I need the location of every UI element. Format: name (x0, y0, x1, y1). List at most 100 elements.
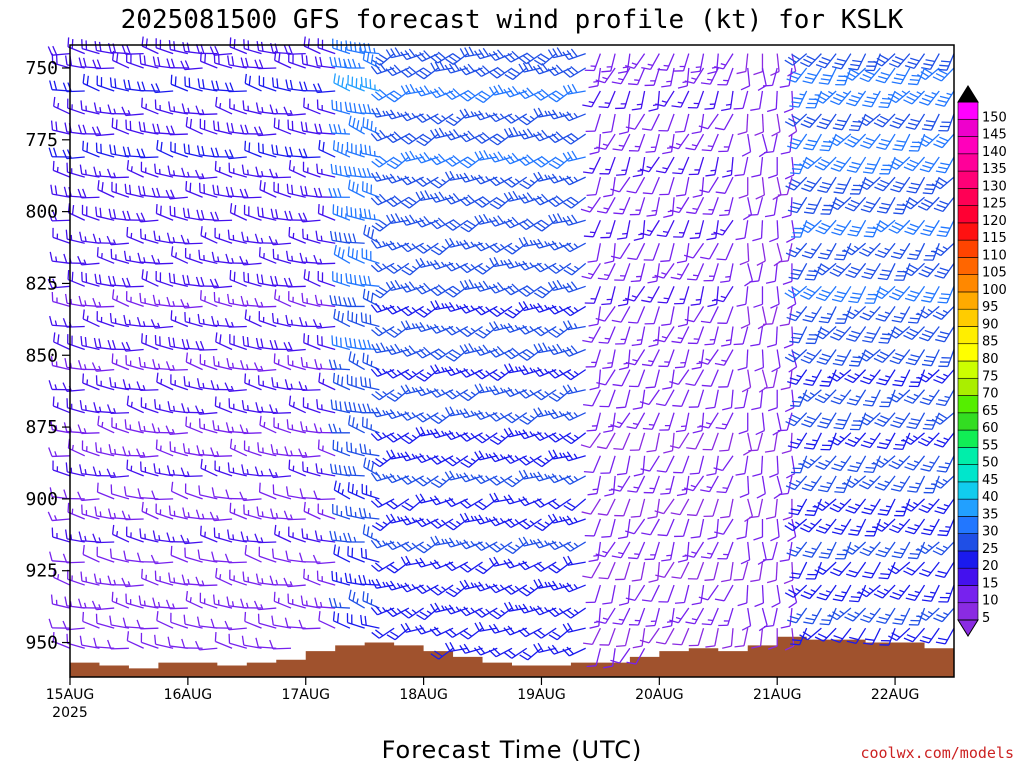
barb-staff (695, 263, 705, 281)
barb-half-flag (884, 247, 890, 251)
barb-flag (660, 260, 670, 263)
barb-flag (385, 281, 392, 291)
barb-flag (459, 161, 469, 169)
barb-flag (352, 297, 357, 307)
barb-half-flag (485, 328, 491, 333)
barb-flag (199, 290, 202, 300)
wind-barb (642, 412, 660, 430)
barb-half-flag (173, 106, 176, 112)
wind-barb (77, 255, 100, 266)
barb-flag (921, 97, 932, 103)
barb-half-flag (291, 255, 294, 262)
barb-flag (820, 91, 830, 98)
barb-staff (96, 49, 115, 55)
barb-flag (779, 85, 790, 88)
wind-barb (211, 315, 233, 328)
barb-half-flag (172, 300, 175, 307)
wind-barb (719, 197, 734, 217)
barb-flag (386, 214, 392, 224)
barb-flag (97, 180, 100, 190)
barb-half-flag (854, 373, 860, 377)
barb-flag (910, 290, 920, 295)
wind-barb (875, 67, 896, 84)
wind-barb (721, 326, 734, 347)
barb-flag (785, 252, 796, 258)
barb-half-flag (529, 431, 534, 437)
barb-flag (492, 69, 502, 77)
barb-staff (693, 306, 705, 323)
barb-half-flag (305, 257, 308, 263)
barb-flag (907, 83, 918, 86)
barb-flag (641, 299, 651, 303)
barb-flag (256, 273, 260, 284)
wind-barb (734, 389, 749, 410)
barb-flag (353, 402, 357, 412)
wind-barb (110, 248, 130, 264)
wind-barb (474, 383, 498, 394)
barb-staff (184, 67, 203, 71)
wind-barb (889, 113, 911, 129)
barb-flag (627, 257, 637, 261)
wind-barb (615, 90, 631, 110)
barb-flag (780, 386, 791, 391)
wind-barb (863, 219, 881, 238)
barb-flag (333, 308, 336, 319)
wind-barb (199, 118, 218, 135)
barb-flag (849, 229, 860, 233)
wind-barb (359, 207, 380, 221)
barb-flag (862, 73, 872, 79)
barb-half-flag (661, 335, 668, 339)
barb-staff (288, 128, 306, 135)
wind-barb (799, 156, 822, 170)
barb-staff (694, 133, 705, 151)
barb-flag (511, 68, 521, 75)
barb-flag (337, 75, 340, 85)
barb-staff (96, 151, 115, 158)
barb-flag (156, 139, 159, 150)
barb-flag (807, 72, 817, 77)
barb-flag (939, 95, 950, 100)
barb-flag (353, 103, 357, 113)
barb-flag (849, 364, 859, 367)
barb-half-flag (607, 425, 614, 428)
wind-barb (562, 384, 586, 395)
barb-flag (566, 68, 575, 76)
barb-flag (753, 71, 763, 76)
barb-half-flag (809, 392, 815, 397)
barb-staff (871, 90, 881, 108)
barb-staff (497, 369, 513, 381)
barb-flag (603, 429, 613, 433)
barb-flag (526, 285, 535, 292)
barb-flag (863, 271, 874, 276)
barb-flag (907, 294, 917, 298)
wind-barb (241, 231, 262, 244)
terrain-layer (70, 636, 954, 677)
barb-half-flag (426, 429, 431, 435)
wind-barb (533, 53, 557, 66)
barb-flag (244, 124, 249, 135)
barb-flag (518, 118, 528, 126)
barb-flag (351, 181, 355, 192)
barb-flag (754, 131, 764, 136)
barb-flag (371, 343, 377, 353)
barb-flag (672, 404, 682, 407)
barb-flag (303, 269, 306, 279)
barb-half-flag (913, 393, 919, 398)
barb-flag (844, 142, 854, 148)
barb-flag (255, 166, 259, 177)
barb-flag (861, 181, 871, 187)
barb-flag (877, 277, 888, 281)
barb-flag (876, 118, 886, 125)
barb-flag (434, 414, 443, 422)
barb-half-flag (189, 358, 192, 365)
barb-flag (198, 249, 201, 260)
wind-barb (150, 319, 174, 329)
barb-half-flag (811, 312, 817, 315)
barb-flag (791, 114, 801, 121)
barb-flag (604, 260, 614, 264)
barb-flag (518, 302, 525, 311)
wind-barb (121, 44, 144, 55)
barb-staff (170, 83, 189, 92)
barb-staff (747, 432, 753, 451)
wind-barb (360, 376, 380, 391)
